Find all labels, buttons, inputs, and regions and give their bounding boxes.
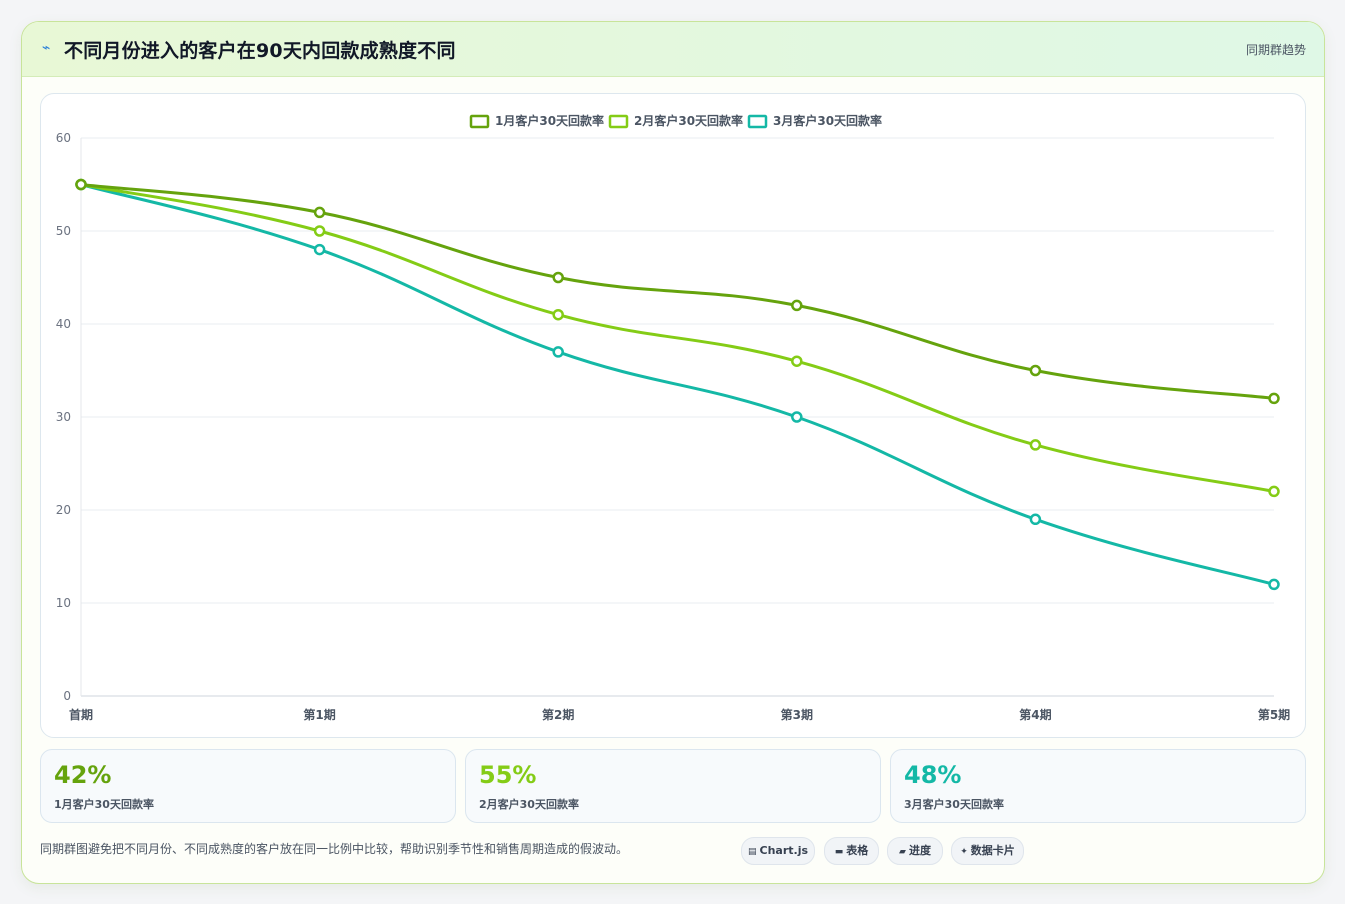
legend-label: 3月客户30天回款率: [773, 113, 882, 128]
chart-icon: ▤: [747, 847, 757, 857]
data-point: [552, 308, 564, 321]
y-tick-label: 20: [56, 503, 71, 517]
chart-panel: 0 10 20 30 40 50 60 首期 第1期 第2期 第3期 第4期 第5期 1月客户30天回款率…: [40, 93, 1306, 738]
data-point: [313, 206, 326, 219]
x-tick-label: 第2期: [542, 707, 574, 722]
y-tick-label: 0: [63, 689, 71, 703]
series-line: [80, 183, 1275, 493]
legend-swatch: [747, 114, 768, 129]
chip-table[interactable]: ▬ 表格: [824, 837, 879, 865]
chip-label: Chart.js: [759, 844, 809, 857]
data-point: [552, 271, 564, 284]
sparkle-icon: ✦: [960, 847, 968, 857]
progress-icon: ▰: [899, 847, 906, 857]
x-tick-label: 第1期: [303, 707, 335, 722]
data-point: [1268, 578, 1280, 591]
data-point: [791, 299, 803, 312]
series-line: [80, 183, 1275, 400]
legend-swatch: [608, 114, 629, 129]
data-point: [75, 178, 87, 191]
legend-label: 2月客户30天回款率: [634, 113, 743, 128]
stat-label: 3月客户30天回款率: [904, 798, 1004, 811]
stat-card-feb: 55% 2月客户30天回款率: [465, 749, 881, 823]
chip-label: 表格: [846, 844, 869, 857]
stat-card-mar: 48% 3月客户30天回款率: [890, 749, 1306, 823]
series-line: [80, 183, 1275, 586]
card-header: ⌁ 不同月份进入的客户在90天内回款成熟度不同 同期群趋势: [22, 22, 1324, 77]
x-tick-label: 第5期: [1258, 707, 1290, 722]
header-tag: 同期群趋势: [1245, 43, 1306, 57]
chip-label: 数据卡片: [970, 844, 1015, 857]
stat-value: 48%: [904, 761, 962, 789]
y-tick-label: 10: [56, 596, 71, 610]
chip-chartjs[interactable]: ▤ Chart.js: [741, 837, 815, 865]
data-point: [1268, 392, 1280, 405]
table-icon: ▬: [834, 847, 844, 857]
cohort-card: ⌁ 不同月份进入的客户在90天内回款成熟度不同 同期群趋势 0 10 20 30 40 5…: [21, 21, 1325, 884]
y-tick-label: 60: [56, 131, 71, 145]
stat-label: 1月客户30天回款率: [54, 798, 154, 811]
page-title: 不同月份进入的客户在90天内回款成熟度不同: [64, 40, 456, 62]
data-point: [313, 225, 326, 237]
data-point: [791, 411, 803, 423]
line-chart: 0 10 20 30 40 50 60 首期 第1期 第2期 第3期 第4期 第5期 1月客户30天回款率…: [56, 113, 1290, 722]
y-tick-label: 50: [56, 224, 71, 238]
data-point: [1029, 513, 1042, 526]
legend-swatch: [469, 114, 490, 129]
stat-value: 42%: [54, 761, 112, 789]
x-tick-label: 第3期: [781, 707, 813, 722]
stat-card-jan: 42% 1月客户30天回款率: [40, 749, 456, 823]
stat-label: 2月客户30天回款率: [479, 798, 579, 811]
chip-progress[interactable]: ▰ 进度: [887, 837, 943, 865]
stat-value: 55%: [479, 761, 537, 789]
y-tick-label: 30: [56, 410, 71, 424]
data-point: [791, 355, 803, 367]
data-point: [1029, 439, 1042, 451]
footer-note: 同期群图避免把不同月份、不同成熟度的客户放在同一比例中比较，帮助识别季节性和销售…: [40, 842, 629, 856]
chip-data-card[interactable]: ✦ 数据卡片: [951, 837, 1024, 865]
data-point: [313, 243, 326, 256]
x-tick-label: 第4期: [1019, 707, 1051, 722]
data-point: [552, 346, 564, 358]
legend-label: 1月客户30天回款率: [495, 113, 604, 128]
chip-label: 进度: [908, 844, 931, 857]
data-point: [1268, 485, 1280, 498]
x-tick-label: 首期: [69, 707, 93, 722]
y-tick-label: 40: [56, 317, 71, 331]
trend-icon: ⌁: [42, 40, 51, 56]
data-point: [1029, 364, 1042, 377]
